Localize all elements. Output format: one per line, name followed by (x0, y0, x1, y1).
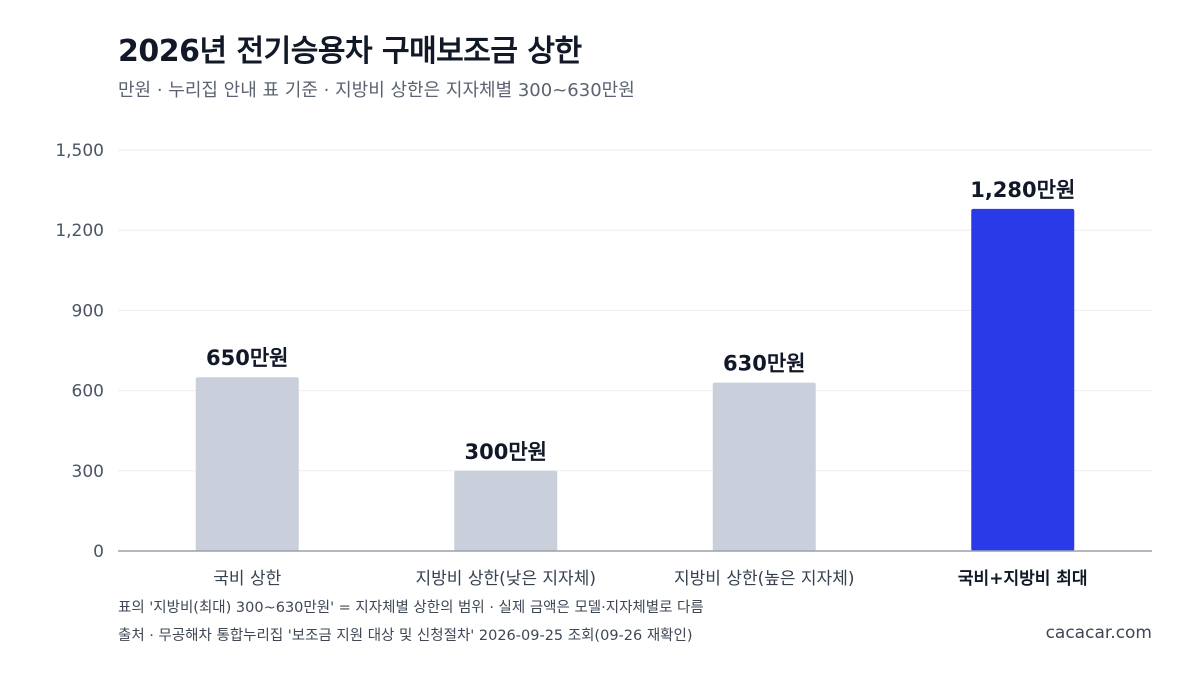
footnote-range: 표의 '지방비(최대) 300~630만원' = 지자체별 상한의 범위 · 실… (118, 600, 704, 616)
bar (195, 377, 299, 551)
x-tick-label: 지방비 상한(낮은 지자체) (416, 569, 596, 589)
y-tick-label: 0 (93, 542, 104, 562)
data-label: 300만원 (465, 440, 547, 464)
data-label: 630만원 (723, 352, 805, 376)
x-tick-label: 지방비 상한(높은 지자체) (674, 569, 854, 589)
y-tick-label: 300 (72, 462, 104, 482)
bar (712, 382, 816, 551)
data-label: 650만원 (206, 346, 288, 370)
x-tick-label: 국비 상한 (213, 569, 281, 589)
data-label: 1,280만원 (970, 178, 1075, 202)
y-tick-label: 900 (72, 301, 104, 321)
chart-subtitle: 만원 · 누리집 안내 표 기준 · 지방비 상한은 지자체별 300~630만… (118, 80, 635, 101)
chart-title: 2026년 전기승용차 구매보조금 상한 (118, 34, 582, 69)
x-tick-label: 국비+지방비 최대 (958, 569, 1088, 589)
footnote-source: 출처 · 무공해차 통합누리집 '보조금 지원 대상 및 신청절차' 2026-… (118, 628, 693, 644)
bar (454, 470, 558, 551)
y-tick-label: 600 (72, 382, 104, 402)
bar (971, 208, 1075, 551)
y-tick-label: 1,500 (55, 141, 104, 161)
brand-credit: cacacar.com (1045, 623, 1152, 643)
y-tick-label: 1,200 (55, 221, 104, 241)
